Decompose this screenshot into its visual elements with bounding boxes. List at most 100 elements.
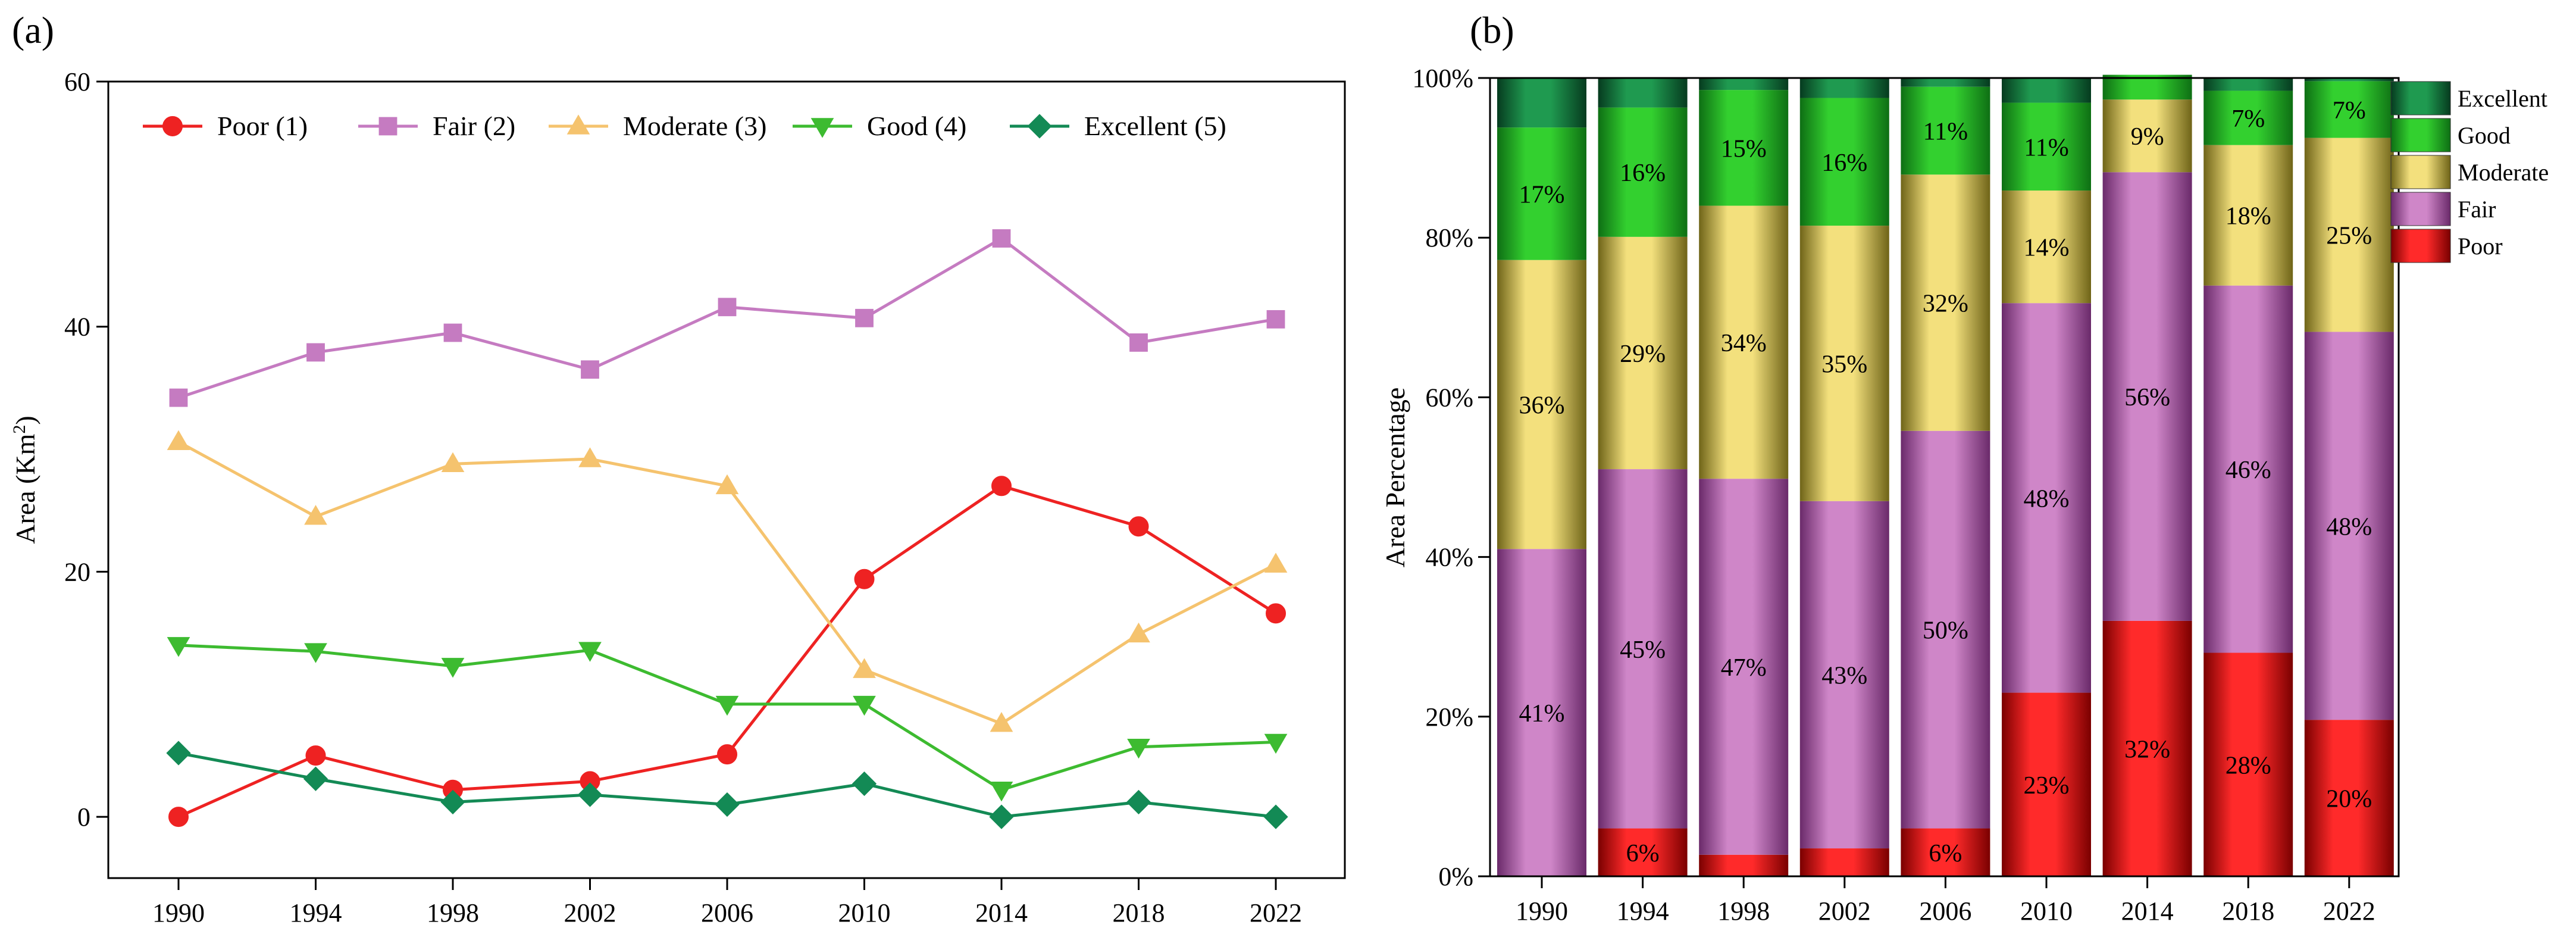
bar-segment-moderate (2102, 99, 2192, 173)
x-tick-label-a: 2014 (975, 898, 1028, 927)
bar-segment-poor (2102, 620, 2192, 876)
bar-segment-poor (2002, 692, 2091, 876)
data-point-excellent-5 (577, 782, 603, 807)
x-tick-label-a: 2002 (564, 898, 616, 927)
y-tick-label-a: 40 (64, 313, 90, 342)
data-point-excellent-5 (852, 771, 877, 797)
plot-frame-b (1489, 77, 2400, 877)
bar-segment-excellent (2304, 78, 2394, 82)
y-tick-label-b: 20% (1425, 702, 1473, 732)
bar-segment-poor (2203, 652, 2293, 876)
data-label: 32% (1923, 290, 1968, 317)
data-point-good-4 (441, 658, 465, 678)
legend-swatch-moderate (2390, 155, 2451, 189)
y-tick-label-b: 100% (1412, 64, 1473, 93)
data-point-good-4 (990, 781, 1013, 802)
bar-segment-moderate (1497, 260, 1586, 549)
data-label: 7% (2231, 105, 2265, 133)
bar-segment-fair (1497, 549, 1586, 876)
data-point-good-4 (853, 695, 876, 716)
data-label: 41% (1519, 700, 1565, 727)
data-point-good-4 (715, 695, 739, 716)
data-point-good-4 (1127, 738, 1150, 759)
y-tick-label-b: 0% (1438, 862, 1473, 891)
x-tick-label-a: 1998 (427, 898, 479, 927)
data-label: 16% (1821, 149, 1867, 177)
data-point-fair-2 (992, 229, 1011, 248)
data-point-fair-2 (855, 308, 874, 327)
bar-segment-fair (2203, 285, 2293, 653)
data-point-fair-2 (169, 388, 188, 407)
legend-label-fair-2: Fair (2) (433, 111, 515, 141)
bar-segment-fair (1699, 479, 1789, 855)
data-label: 46% (2226, 457, 2271, 484)
data-point-poor-1 (1266, 603, 1286, 624)
legend-swatch-good (2390, 118, 2451, 152)
data-label: 47% (1721, 654, 1767, 682)
legend-swatch-excellent (2390, 81, 2451, 115)
data-point-poor-1 (991, 476, 1012, 496)
data-label: 6% (1929, 840, 1962, 867)
legend-label-moderate-3: Moderate (3) (623, 111, 766, 141)
legend-label-poor-1: Poor (1) (217, 111, 308, 141)
x-tick-label-a: 1994 (290, 898, 342, 927)
bar-segment-fair (2102, 172, 2192, 621)
data-label: 23% (2024, 772, 2070, 800)
panel-label-a: (a) (12, 9, 54, 51)
bar-segment-good (1901, 86, 1990, 175)
data-point-excellent-5 (303, 766, 328, 791)
data-label: 18% (2226, 203, 2271, 230)
bar-segment-fair (2002, 303, 2091, 693)
data-label: 28% (2226, 752, 2271, 779)
data-label: 20% (2326, 786, 2372, 813)
y-tick-label-a: 20 (64, 557, 90, 586)
data-point-moderate-3 (990, 712, 1013, 732)
data-label: 34% (1721, 330, 1767, 357)
data-label: 56% (2124, 384, 2170, 411)
data-point-fair-2 (443, 323, 462, 342)
bar-segment-moderate (2304, 138, 2394, 332)
y-tick-label-b: 40% (1425, 543, 1473, 572)
y-tick-label-a: 60 (64, 67, 90, 96)
data-label: 11% (2024, 134, 2068, 161)
x-tick-label-b: 1998 (1717, 897, 1770, 926)
bar-segment-moderate (2002, 191, 2091, 304)
data-point-moderate-3 (304, 505, 327, 525)
x-tick-label-b: 2002 (1818, 897, 1871, 926)
bar-segment-excellent (1497, 78, 1586, 128)
legend-label-moderate: Moderate (2458, 159, 2549, 186)
bar-segment-moderate (1598, 236, 1688, 470)
bar-segment-good (1799, 98, 1889, 226)
legend-label-excellent: Excellent (2458, 85, 2547, 112)
data-point-poor-1 (305, 745, 326, 766)
x-tick-label-b: 2006 (1919, 897, 1971, 926)
legend-label-excellent-5: Excellent (5) (1084, 111, 1226, 141)
bar-segment-good (2304, 81, 2394, 138)
x-tick-label-b: 1994 (1617, 897, 1669, 926)
legend-marker-moderate-3 (566, 114, 590, 135)
data-label: 9% (2131, 123, 2164, 151)
data-point-poor-1 (854, 569, 875, 589)
data-label: 48% (2326, 513, 2372, 541)
legend-marker-fair-2 (378, 117, 397, 136)
data-point-fair-2 (581, 360, 599, 379)
bar-segment-good (1598, 107, 1688, 237)
data-point-fair-2 (306, 343, 325, 362)
bar-segment-excellent (1901, 78, 1990, 87)
y-axis-label-b: Area Percentage (1380, 388, 1410, 568)
data-point-moderate-3 (715, 474, 739, 495)
legend-marker-excellent-5 (1027, 114, 1052, 139)
data-point-moderate-3 (1127, 622, 1150, 643)
bar-segment-moderate (1699, 205, 1789, 479)
legend-label-good-4: Good (4) (867, 111, 966, 141)
data-label: 36% (1519, 392, 1565, 419)
bar-segment-excellent (1699, 78, 1789, 90)
bar-segment-fair (1901, 430, 1990, 829)
data-point-good-4 (1264, 733, 1288, 754)
line-chart-panel: (a) Area (Km2) 0 20 40 60 1990 1994 1998 2002 2… (10, 9, 1346, 927)
data-point-good-4 (167, 637, 190, 657)
bar-segment-excellent (2002, 78, 2091, 103)
data-point-moderate-3 (578, 447, 602, 467)
data-point-fair-2 (718, 298, 737, 317)
data-point-poor-1 (1128, 516, 1149, 537)
